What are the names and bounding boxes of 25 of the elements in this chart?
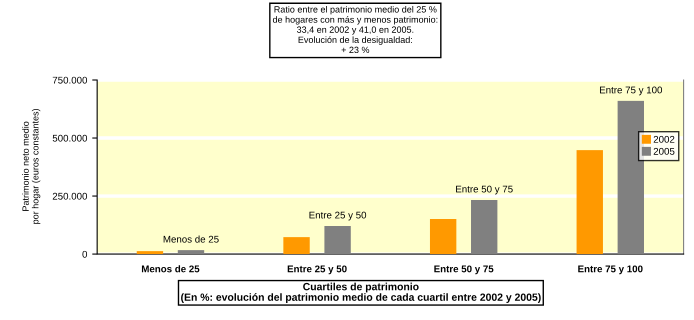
x-tick-label: Menos de 25: [142, 265, 200, 272]
annotation: Entre 25 y 50: [309, 212, 366, 220]
bar: [471, 200, 498, 254]
bar: [283, 237, 310, 254]
bar: [430, 219, 456, 254]
x-axis-title: Cuartiles de patrimonio (En %: evolución del patrimonio medio de cada cuartil entre 2002 y 2005): [181, 282, 541, 303]
y-axis-title: Patrimonio neto medio por hogar (euros constantes): [22, 108, 40, 224]
y-tick-label: 250.000: [52, 192, 88, 200]
y-tick-label: 500.000: [52, 134, 88, 142]
annotation: Entre 50 y 75: [456, 186, 513, 194]
x-tick-label: Entre 25 y 50: [288, 265, 347, 274]
bar: [178, 250, 204, 254]
bar: [136, 251, 164, 254]
legend-label: 2005: [654, 148, 674, 155]
y-tick-label: 750.000: [52, 76, 88, 84]
annotation: Entre 75 y 100: [600, 86, 662, 96]
annotation: Menos de 25: [164, 236, 219, 243]
bar: [576, 150, 603, 254]
bar: [618, 100, 644, 254]
x-tick-label: Entre 50 y 75: [434, 265, 494, 274]
chart-title: Ratio entre el patrimonio medio del 25 % de hogares con más y menos patrimonio: 33,4 en 2002 y 41,0 en 2005. Evolución de la desigualdad: + 23 %: [272, 6, 438, 54]
bar: [324, 226, 351, 254]
x-tick-label: Entre 75 y 100: [578, 265, 643, 274]
y-tick-label: 0: [82, 250, 88, 258]
legend-label: 2002: [654, 136, 674, 143]
